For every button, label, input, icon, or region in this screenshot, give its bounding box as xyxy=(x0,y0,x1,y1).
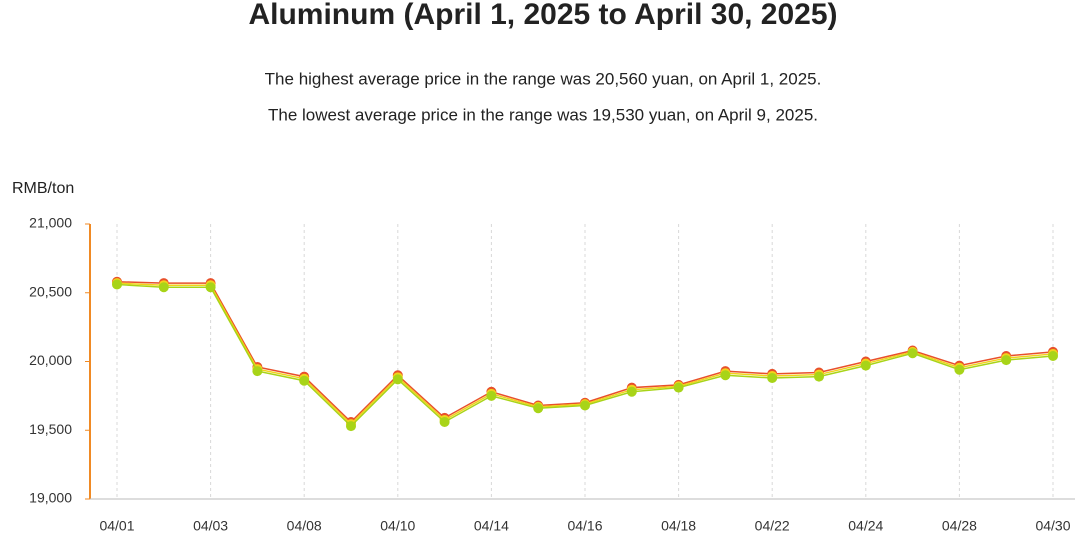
data-point xyxy=(205,282,216,293)
data-point xyxy=(673,382,684,393)
chart-title: Aluminum (April 1, 2025 to April 30, 202… xyxy=(248,0,837,31)
data-point xyxy=(860,360,871,371)
data-point xyxy=(1001,355,1012,366)
data-point xyxy=(346,421,356,432)
data-point xyxy=(299,375,310,386)
data-point xyxy=(954,364,965,375)
data-point xyxy=(580,400,590,411)
y-axis-label: RMB/ton xyxy=(12,180,74,197)
x-tick-label: 04/22 xyxy=(755,518,790,534)
y-tick-label: 19,000 xyxy=(29,490,72,506)
x-tick-label: 04/18 xyxy=(661,518,696,534)
y-tick-label: 20,500 xyxy=(29,283,72,299)
data-point xyxy=(112,279,122,290)
data-point xyxy=(439,417,450,427)
x-tick-label: 04/28 xyxy=(942,518,977,534)
x-tick-label: 04/10 xyxy=(380,518,415,534)
y-tick-label: 21,000 xyxy=(29,215,72,231)
data-point xyxy=(158,282,169,293)
data-point xyxy=(252,366,263,377)
data-point xyxy=(626,386,637,397)
data-point xyxy=(1048,351,1058,361)
subtitle: The highest average price in the range w… xyxy=(265,69,822,88)
data-point xyxy=(767,373,778,383)
data-point xyxy=(392,374,403,385)
data-point xyxy=(720,370,731,381)
x-tick-label: 04/16 xyxy=(567,518,602,534)
y-tick-label: 19,500 xyxy=(29,421,72,437)
data-point xyxy=(533,403,544,414)
data-point xyxy=(486,390,497,401)
data-point xyxy=(814,371,824,382)
x-tick-label: 04/08 xyxy=(287,518,322,534)
x-tick-label: 04/01 xyxy=(99,518,134,534)
x-tick-label: 04/24 xyxy=(848,518,883,534)
y-tick-label: 20,000 xyxy=(29,352,72,368)
subtitle: The lowest average price in the range wa… xyxy=(268,105,818,124)
x-tick-label: 04/03 xyxy=(193,518,228,534)
x-tick-label: 04/30 xyxy=(1035,518,1070,534)
data-point xyxy=(907,348,918,359)
x-tick-label: 04/14 xyxy=(474,518,509,534)
